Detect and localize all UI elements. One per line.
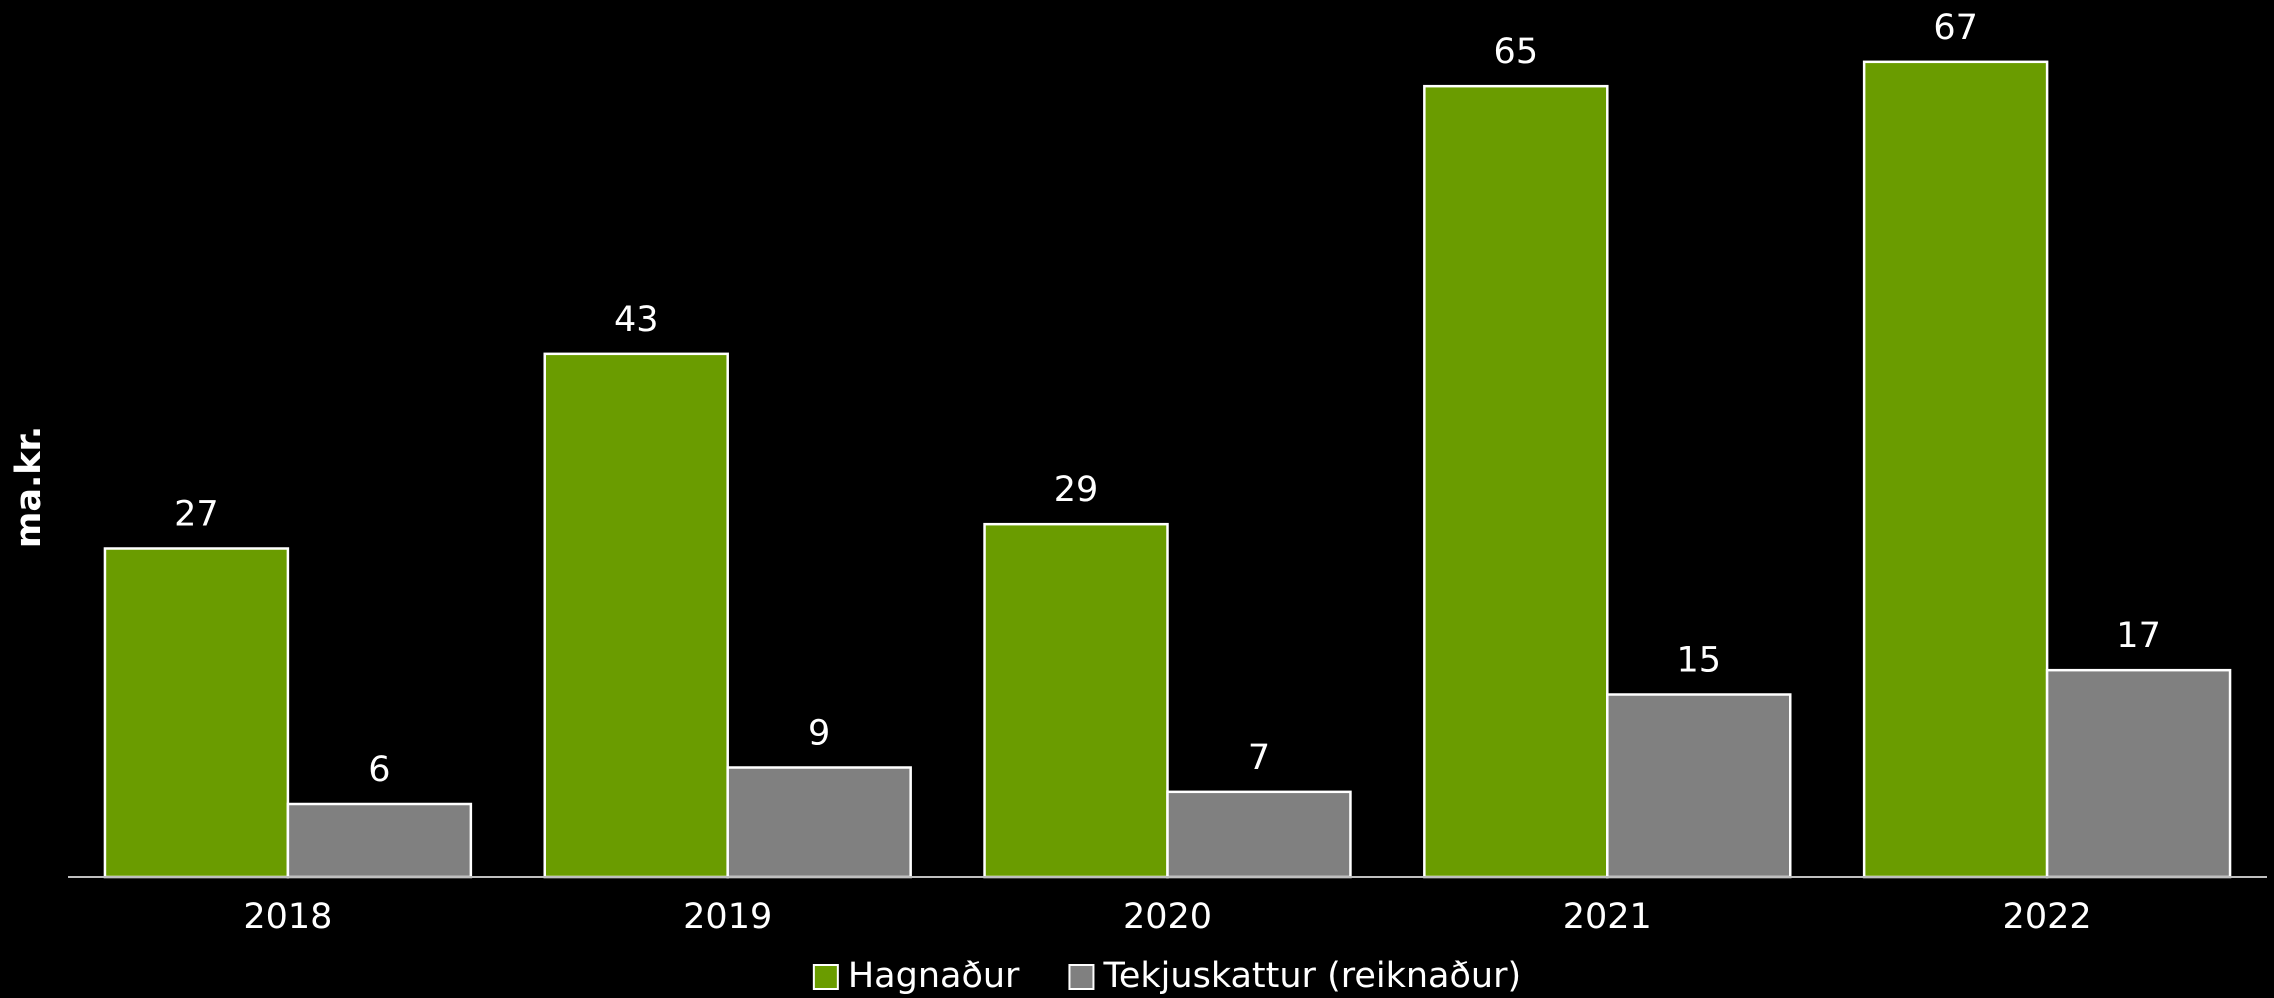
legend-swatch — [1068, 964, 1095, 990]
bar — [1166, 790, 1352, 879]
legend-swatch — [812, 964, 839, 990]
x-tick-label: 2022 — [2003, 897, 2092, 937]
data-label: 43 — [614, 300, 659, 340]
bar — [1862, 60, 2049, 879]
bar — [286, 802, 473, 879]
data-label: 9 — [808, 714, 830, 754]
bar — [1423, 84, 1609, 879]
data-label: 67 — [1933, 8, 1978, 48]
legend-label: Hagnaður — [848, 956, 1020, 996]
data-label: 6 — [368, 750, 390, 790]
bar — [543, 352, 729, 879]
data-label: 7 — [1248, 738, 1270, 778]
data-label: 29 — [1054, 470, 1099, 510]
bar — [983, 522, 1169, 879]
data-label: 15 — [1677, 641, 1722, 681]
data-label: 27 — [174, 495, 219, 535]
x-tick-label: 2018 — [243, 897, 332, 937]
x-tick-label: 2019 — [683, 897, 772, 937]
bar — [726, 766, 912, 879]
data-label: 17 — [2116, 616, 2161, 656]
data-label: 65 — [1494, 32, 1539, 72]
bar — [2045, 668, 2232, 879]
y-axis-label: ma.kr. — [9, 426, 49, 548]
x-tick-label: 2021 — [1563, 897, 1652, 937]
legend-label: Tekjuskattur (reiknaður) — [1102, 956, 1521, 996]
bar — [103, 547, 290, 879]
bar — [1606, 693, 1792, 879]
x-tick-label: 2020 — [1123, 897, 1212, 937]
